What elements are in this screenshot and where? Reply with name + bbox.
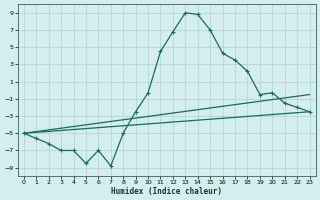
X-axis label: Humidex (Indice chaleur): Humidex (Indice chaleur) [111, 187, 222, 196]
